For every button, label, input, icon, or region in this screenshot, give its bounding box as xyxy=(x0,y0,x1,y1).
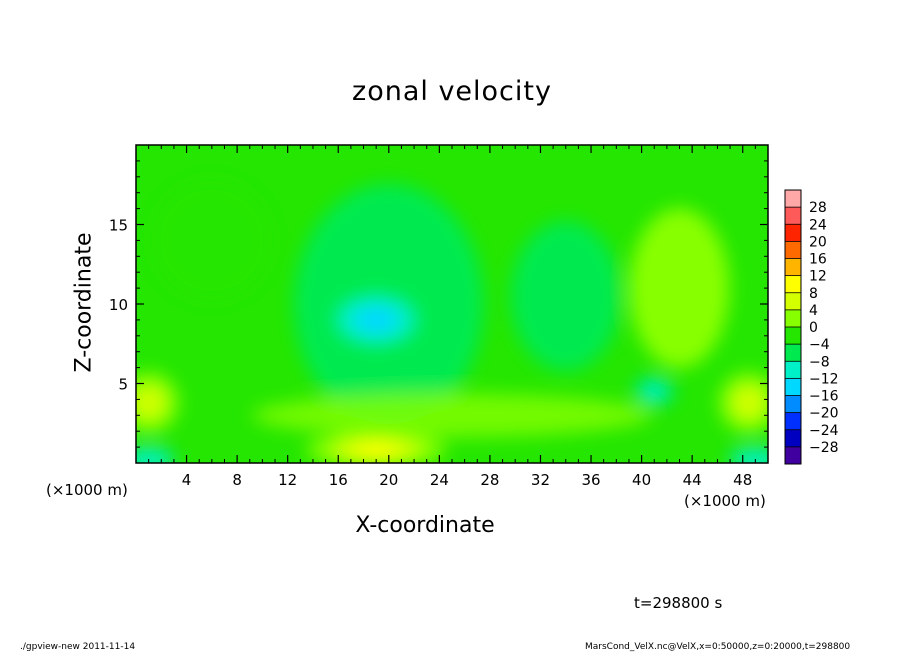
field-minimum xyxy=(737,451,768,463)
time-label: t=298800 s xyxy=(634,594,723,612)
field-minimum xyxy=(136,451,167,463)
x-axis: 4 8 12 16 20 24 28 32 36 40 44 48 xyxy=(148,145,756,489)
y-axis: 5 10 15 xyxy=(109,160,768,448)
field-minimum xyxy=(535,256,596,337)
x-tick-label: 32 xyxy=(531,471,550,489)
colorbar-label: 20 xyxy=(809,234,827,250)
field-region xyxy=(151,180,272,301)
field-maximum xyxy=(649,243,710,334)
colorbar-label: 28 xyxy=(809,200,827,216)
colorbar-swatch xyxy=(785,327,801,345)
x-tick-label: 44 xyxy=(683,471,702,489)
footer-right: MarsCond_VelX.nc@VelX,x=0:50000,z=0:2000… xyxy=(585,642,851,652)
field-minimum xyxy=(354,306,399,333)
colorbar-swatch xyxy=(785,207,801,225)
colorbar-label: −20 xyxy=(809,406,839,422)
colorbar-swatch xyxy=(785,258,801,277)
colorbar-label: 12 xyxy=(809,269,827,285)
x-tick-label: 16 xyxy=(329,471,348,489)
colorbar-label: −28 xyxy=(809,440,839,456)
colorbar-label: 24 xyxy=(809,217,827,233)
footer-left: ./gpview-new 2011-11-14 xyxy=(20,642,136,652)
x-tick-label: 28 xyxy=(480,471,499,489)
field-maximum xyxy=(352,442,401,459)
y-tick-label: 10 xyxy=(109,296,128,314)
colorbar-swatch xyxy=(785,275,801,294)
colorbar-swatch xyxy=(785,378,801,396)
colorbar-label: 16 xyxy=(809,252,827,268)
x-tick-label: 48 xyxy=(733,471,752,489)
x-unit-label-left: (×1000 m) xyxy=(46,481,128,499)
colorbar-swatch xyxy=(785,292,801,311)
colorbar-label: −12 xyxy=(809,371,839,387)
x-tick-label: 20 xyxy=(379,471,398,489)
x-tick-label: 8 xyxy=(232,471,242,489)
chart-title: zonal velocity xyxy=(352,76,552,107)
field-maximum xyxy=(136,386,165,419)
colorbar-swatch xyxy=(785,344,801,362)
field-maximum xyxy=(733,386,766,419)
x-tick-label: 24 xyxy=(430,471,449,489)
colorbar-swatch xyxy=(785,412,801,431)
colorbar-swatch xyxy=(785,395,801,414)
colorbar-swatch xyxy=(785,361,801,379)
colorbar-label: 4 xyxy=(809,303,818,319)
colorbar-swatch xyxy=(785,190,801,208)
x-unit-label-right: (×1000 m) xyxy=(684,492,766,510)
colorbar-swatch xyxy=(785,224,801,242)
y-tick-label: 15 xyxy=(109,217,128,235)
colorbar-swatch xyxy=(785,309,801,328)
x-tick-label: 36 xyxy=(581,471,600,489)
colorbar-label: −8 xyxy=(809,354,830,370)
y-axis-label: Z-coordinate xyxy=(71,232,97,373)
x-tick-label: 12 xyxy=(278,471,297,489)
field-region xyxy=(252,393,652,438)
colorbar-swatch xyxy=(785,241,801,259)
colorbar-swatch xyxy=(785,446,801,465)
colorbar-label: 8 xyxy=(809,286,818,302)
colorbar-label: −4 xyxy=(809,337,830,353)
colorbar-swatch xyxy=(785,429,801,448)
x-axis-label: X-coordinate xyxy=(355,513,495,538)
colorbar-label: −16 xyxy=(809,389,839,405)
velocity-field xyxy=(136,145,768,463)
colorbar-label: 0 xyxy=(809,320,818,336)
field-minimum xyxy=(642,382,667,401)
x-tick-label: 4 xyxy=(182,471,192,489)
colorbar-label: −24 xyxy=(809,423,839,439)
x-tick-label: 40 xyxy=(632,471,651,489)
y-tick-label: 5 xyxy=(118,376,128,394)
